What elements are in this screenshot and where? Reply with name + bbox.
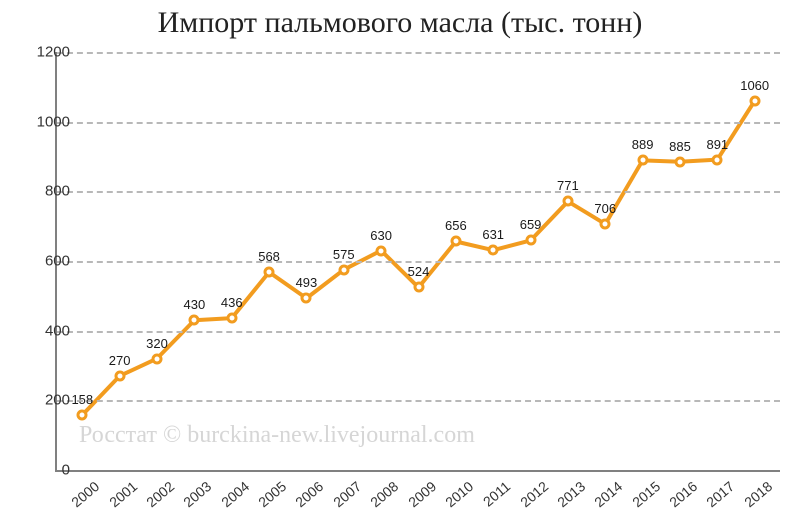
data-point-label: 659 [520,217,542,232]
chart-title: Импорт пальмового масла (тыс. тонн) [0,6,800,40]
data-point-marker [450,236,461,247]
data-point-marker [189,315,200,326]
y-axis-label: 800 [20,183,70,200]
data-point-label: 320 [146,336,168,351]
data-point-label: 158 [71,392,93,407]
data-point-label: 1060 [740,78,769,93]
x-axis-label: 2005 [248,478,289,516]
x-axis-label: 2004 [211,478,252,516]
data-point-label: 436 [221,295,243,310]
data-point-label: 771 [557,178,579,193]
x-axis-label: 2016 [659,478,700,516]
x-axis-label: 2008 [360,478,401,516]
data-point-label: 891 [706,137,728,152]
data-point-marker [525,235,536,246]
x-axis-label: 2013 [547,478,588,516]
x-axis-label: 2002 [136,478,177,516]
data-point-label: 889 [632,137,654,152]
x-axis-label: 2000 [62,478,103,516]
x-axis-label: 2012 [510,478,551,516]
data-point-marker [637,155,648,166]
data-point-label: 493 [296,275,318,290]
data-point-marker [712,154,723,165]
y-axis-label: 1000 [20,113,70,130]
data-point-marker [674,156,685,167]
x-axis-label: 2011 [473,478,514,516]
gridline [57,122,780,124]
data-point-marker [114,370,125,381]
x-axis-label: 2006 [286,478,327,516]
x-axis-label: 2018 [734,478,775,516]
data-point-label: 524 [408,264,430,279]
x-axis-label: 2001 [99,478,140,516]
chart-container: Импорт пальмового масла (тыс. тонн) Росс… [0,0,800,526]
gridline [57,261,780,263]
y-axis-label: 400 [20,322,70,339]
data-point-label: 885 [669,139,691,154]
data-point-label: 631 [482,227,504,242]
data-point-label: 706 [594,201,616,216]
data-point-marker [264,267,275,278]
x-axis-label: 2014 [585,478,626,516]
x-axis-label: 2015 [622,478,663,516]
data-point-marker [488,245,499,256]
plot-area: Росстат © burckina-new.livejournal.com15… [55,52,780,472]
x-axis-label: 2010 [435,478,476,516]
data-point-label: 575 [333,247,355,262]
gridline [57,400,780,402]
data-point-marker [152,353,163,364]
data-point-marker [376,245,387,256]
y-axis-label: 1200 [20,44,70,61]
y-axis-label: 200 [20,392,70,409]
gridline [57,331,780,333]
data-point-marker [562,196,573,207]
data-point-label: 568 [258,249,280,264]
data-point-marker [301,293,312,304]
data-point-label: 430 [184,297,206,312]
gridline [57,191,780,193]
x-axis-label: 2007 [323,478,364,516]
data-point-marker [413,282,424,293]
y-axis-label: 600 [20,253,70,270]
data-point-marker [77,409,88,420]
y-axis-label: 0 [20,462,70,479]
data-point-marker [338,264,349,275]
data-point-marker [749,95,760,106]
data-point-marker [600,219,611,230]
data-point-label: 656 [445,218,467,233]
data-point-label: 270 [109,353,131,368]
data-point-label: 630 [370,228,392,243]
x-axis-label: 2009 [398,478,439,516]
x-axis-label: 2017 [697,478,738,516]
line-series [82,101,754,415]
x-axis-label: 2003 [174,478,215,516]
data-point-marker [226,313,237,324]
gridline [57,52,780,54]
